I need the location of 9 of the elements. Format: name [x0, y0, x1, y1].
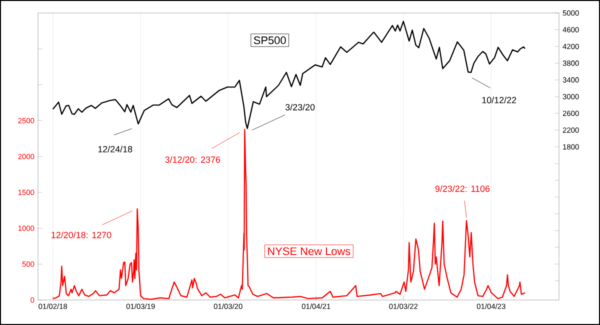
text: SP500: [254, 36, 286, 44]
line-series: [52, 20, 526, 130]
annotation: 3/23/20: [285, 104, 315, 110]
series-label: NYSE New Lows: [268, 247, 350, 256]
annotation: 12/20/18: 1270: [52, 232, 112, 238]
annotation: 12/24/18: [98, 146, 132, 152]
annotation: 9/23/22: 1106: [435, 185, 490, 192]
annotation: 3/12/20: 2376: [165, 156, 220, 163]
annotation: 10/12/22: [482, 96, 516, 104]
